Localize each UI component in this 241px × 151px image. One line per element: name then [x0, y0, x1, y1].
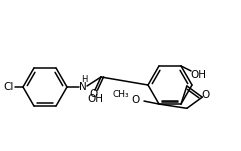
Text: Cl: Cl: [4, 82, 14, 92]
Text: N: N: [79, 82, 87, 92]
Text: OH: OH: [190, 70, 206, 80]
Text: H: H: [81, 76, 87, 85]
Text: O: O: [201, 90, 209, 100]
Text: O: O: [131, 95, 139, 105]
Text: O: O: [89, 89, 97, 99]
Text: CH₃: CH₃: [113, 90, 129, 99]
Text: OH: OH: [87, 94, 103, 104]
